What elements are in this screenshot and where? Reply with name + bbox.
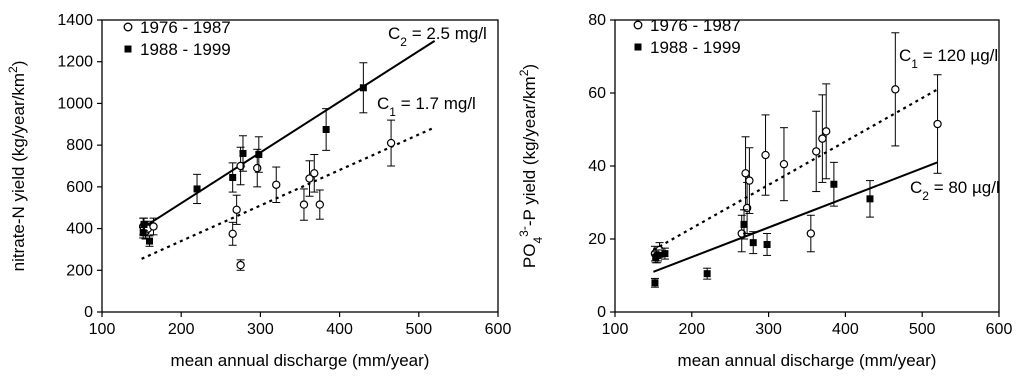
- y-tick-label: 0: [597, 304, 606, 321]
- x-tick-label: 600: [986, 321, 1013, 338]
- data-point-square: [661, 250, 669, 258]
- data-point-square: [229, 173, 237, 181]
- y-tick-label: 40: [588, 158, 606, 175]
- data-point-circle: [806, 229, 816, 238]
- phosphate-chart: 100 200 300 400 500 600 0 20 40 60 80 mean annual d…: [517, 12, 1013, 370]
- data-point-circle: [386, 138, 396, 148]
- legend-square-marker: [124, 45, 132, 53]
- y-tick-label: 1400: [57, 12, 93, 29]
- data-point-circle: [315, 200, 324, 209]
- regression-line-dotted: [652, 88, 939, 251]
- nitrate-chart: 100 200 300 400 500 600 0 200 400 600 800 1000 1200 1…: [6, 12, 512, 370]
- y-tick-label: 0: [84, 304, 93, 321]
- data-point-square: [749, 239, 757, 247]
- data-point-square: [740, 220, 748, 228]
- data-point-circle: [310, 169, 319, 178]
- data-point-circle: [933, 119, 942, 129]
- data-point-circle: [236, 161, 245, 171]
- data-point-square: [239, 149, 247, 157]
- legend-label: 1976 - 1987: [140, 18, 231, 37]
- x-tick-label: 400: [832, 321, 859, 338]
- data-point-circle: [236, 260, 245, 270]
- line-label: C2 = 80 µg/l: [910, 178, 1000, 203]
- x-tick-label: 300: [755, 321, 782, 338]
- data-point-square: [255, 151, 263, 159]
- plot-frame: [101, 19, 499, 313]
- y-tick-label: 1000: [57, 95, 93, 112]
- y-tick-label: 60: [588, 85, 606, 102]
- x-tick-label: 200: [168, 321, 195, 338]
- data-point-square: [830, 180, 838, 188]
- y-tick-label: 1200: [57, 54, 93, 71]
- x-tick-label: 500: [909, 321, 936, 338]
- data-point-circle: [812, 147, 821, 156]
- line-label: C1 = 1.7 mg/l: [377, 94, 476, 119]
- legend-label: 1976 - 1987: [650, 16, 741, 35]
- regression-line-solid: [653, 161, 938, 273]
- legend-label: 1988 - 1999: [140, 40, 231, 59]
- y-tick-label: 20: [588, 231, 606, 248]
- data-point-square: [703, 270, 711, 278]
- data-point-circle: [761, 150, 770, 160]
- data-point-square: [140, 220, 148, 228]
- legend-circle-marker: [123, 22, 133, 32]
- y-tick-label: 200: [66, 262, 93, 279]
- regression-line-solid: [141, 40, 436, 230]
- data-point-circle: [149, 222, 158, 231]
- data-point-circle: [253, 163, 262, 173]
- data-point-circle: [299, 200, 309, 209]
- data-point-circle: [891, 85, 900, 94]
- legend-circle-marker: [633, 20, 643, 30]
- data-point-circle: [818, 134, 827, 143]
- x-tick-label: 500: [405, 321, 432, 338]
- data-point-square: [193, 185, 201, 193]
- y-tick-label: 400: [66, 221, 93, 238]
- data-point-circle: [232, 205, 241, 214]
- x-tick-label: 100: [89, 321, 116, 338]
- data-point-circle: [741, 169, 750, 178]
- data-point-square: [763, 240, 771, 248]
- line-label: C1 = 120 µg/l: [899, 46, 998, 71]
- data-point-circle: [272, 180, 281, 189]
- x-tick-label: 200: [678, 321, 705, 338]
- data-point-square: [866, 195, 874, 203]
- legend-label: 1988 - 1999: [650, 38, 741, 57]
- data-point-square: [322, 126, 330, 133]
- y-axis-title: PO43--P yield (kg/year/km2): [517, 64, 545, 268]
- data-point-circle: [228, 229, 237, 238]
- y-tick-label: 800: [66, 137, 93, 154]
- x-tick-label: 400: [326, 321, 353, 338]
- x-axis-title: mean annual discharge (mm/year): [171, 351, 430, 370]
- x-axis-title: mean annual discharge (mm/year): [678, 351, 937, 370]
- data-point-square: [146, 237, 154, 245]
- data-point-circle: [822, 127, 831, 136]
- data-point-square: [651, 279, 659, 287]
- y-tick-label: 80: [588, 12, 606, 29]
- y-axis-title: nitrate-N yield (kg/year/km2): [6, 61, 28, 272]
- data-point-square: [359, 84, 367, 92]
- y-tick-label: 600: [66, 179, 93, 196]
- x-tick-label: 100: [602, 321, 629, 338]
- line-label: C2 = 2.5 mg/l: [388, 24, 487, 49]
- data-point-square: [654, 251, 662, 259]
- x-tick-label: 600: [485, 321, 512, 338]
- legend-square-marker: [634, 43, 642, 51]
- data-point-circle: [305, 174, 314, 183]
- data-point-circle: [779, 159, 789, 169]
- x-tick-label: 300: [247, 321, 274, 338]
- regression-line-dotted: [141, 126, 436, 260]
- data-point-circle: [745, 176, 754, 185]
- data-point-square: [139, 229, 147, 237]
